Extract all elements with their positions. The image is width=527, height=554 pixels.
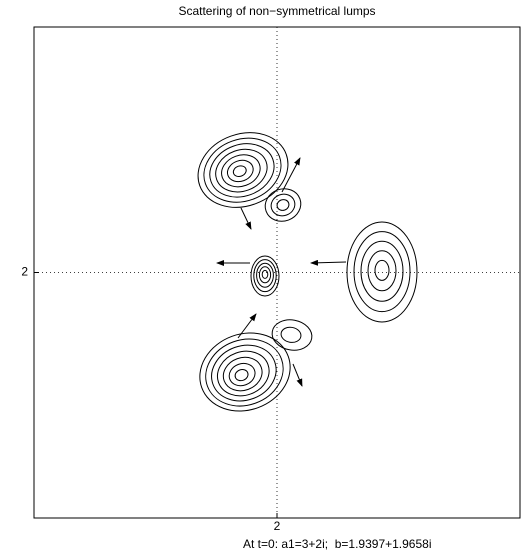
contour-line xyxy=(211,344,277,402)
contour-line xyxy=(276,199,290,211)
contour-line xyxy=(228,362,256,387)
contour-line xyxy=(209,143,275,198)
contour-line xyxy=(199,332,291,412)
contour-line xyxy=(253,259,277,293)
contour-line xyxy=(197,132,289,208)
contour-line xyxy=(360,240,404,302)
contour-line xyxy=(221,154,261,188)
x-axis-label: At t=0: a1=3+2i; b=1.9397+1.9658i xyxy=(243,537,432,551)
arrow xyxy=(310,259,347,266)
contour-line xyxy=(232,165,247,178)
contour-line xyxy=(215,148,268,193)
contour-line xyxy=(264,188,302,222)
chart-title: Scattering of non−symmetrical lumps xyxy=(178,4,375,18)
arrow xyxy=(281,157,301,193)
arrow xyxy=(240,207,252,230)
contour-line xyxy=(258,266,272,284)
x-tick-label: 2 xyxy=(274,519,281,533)
contour-line xyxy=(203,137,282,203)
contour-line xyxy=(250,255,280,297)
contour-line xyxy=(346,221,418,323)
arrow xyxy=(237,313,257,339)
contour-line xyxy=(367,250,397,292)
contour-line xyxy=(353,231,411,313)
contour-line xyxy=(226,159,254,183)
contour-line xyxy=(270,193,296,217)
contour-line xyxy=(222,356,263,392)
contour-line xyxy=(374,259,390,281)
contour-line xyxy=(205,338,284,407)
contour-line xyxy=(261,269,269,279)
contour-line xyxy=(234,369,249,382)
contour-line xyxy=(256,262,274,288)
contour-line xyxy=(280,326,302,343)
contours xyxy=(197,132,418,412)
y-tick-label: 2 xyxy=(21,265,28,279)
contour-line xyxy=(216,350,270,397)
contour-line xyxy=(271,319,313,351)
arrow xyxy=(292,363,303,387)
arrows xyxy=(216,157,347,387)
